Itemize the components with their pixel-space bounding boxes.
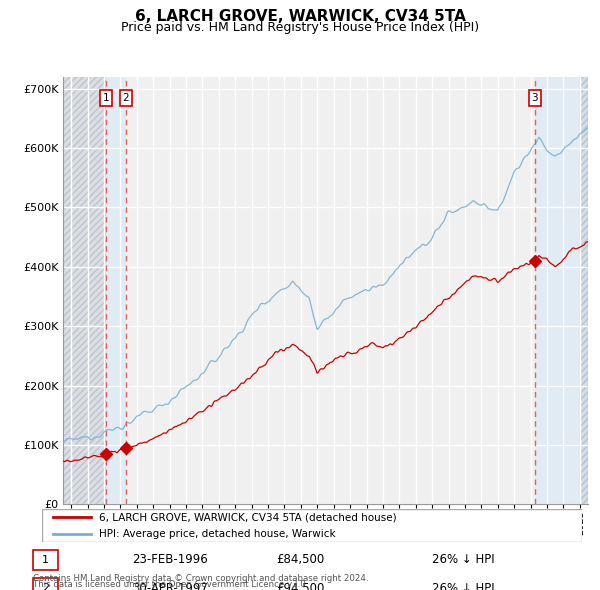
Bar [63, 77, 106, 504]
Bar [106, 77, 126, 504]
Text: 6, LARCH GROVE, WARWICK, CV34 5TA: 6, LARCH GROVE, WARWICK, CV34 5TA [134, 9, 466, 24]
FancyBboxPatch shape [42, 509, 582, 542]
Text: 2: 2 [122, 93, 129, 103]
Text: 6, LARCH GROVE, WARWICK, CV34 5TA (detached house): 6, LARCH GROVE, WARWICK, CV34 5TA (detac… [98, 512, 397, 522]
Bar [63, 77, 106, 504]
Bar [535, 77, 588, 504]
Text: 1: 1 [103, 93, 109, 103]
Text: £94,500: £94,500 [276, 582, 324, 590]
Text: Price paid vs. HM Land Registry's House Price Index (HPI): Price paid vs. HM Land Registry's House … [121, 21, 479, 34]
Text: Contains HM Land Registry data © Crown copyright and database right 2024.: Contains HM Land Registry data © Crown c… [33, 574, 368, 583]
Text: 26% ↓ HPI: 26% ↓ HPI [432, 582, 494, 590]
Text: 26% ↓ HPI: 26% ↓ HPI [432, 553, 494, 566]
Text: 23-FEB-1996: 23-FEB-1996 [132, 553, 208, 566]
Bar [580, 77, 588, 504]
Text: £84,500: £84,500 [276, 553, 324, 566]
Text: 1: 1 [42, 555, 49, 565]
Text: 2: 2 [42, 584, 49, 590]
Text: HPI: Average price, detached house, Warwick: HPI: Average price, detached house, Warw… [98, 529, 335, 539]
Text: 3: 3 [532, 93, 538, 103]
Text: 30-APR-1997: 30-APR-1997 [132, 582, 208, 590]
Text: This data is licensed under the Open Government Licence v3.0.: This data is licensed under the Open Gov… [33, 580, 308, 589]
